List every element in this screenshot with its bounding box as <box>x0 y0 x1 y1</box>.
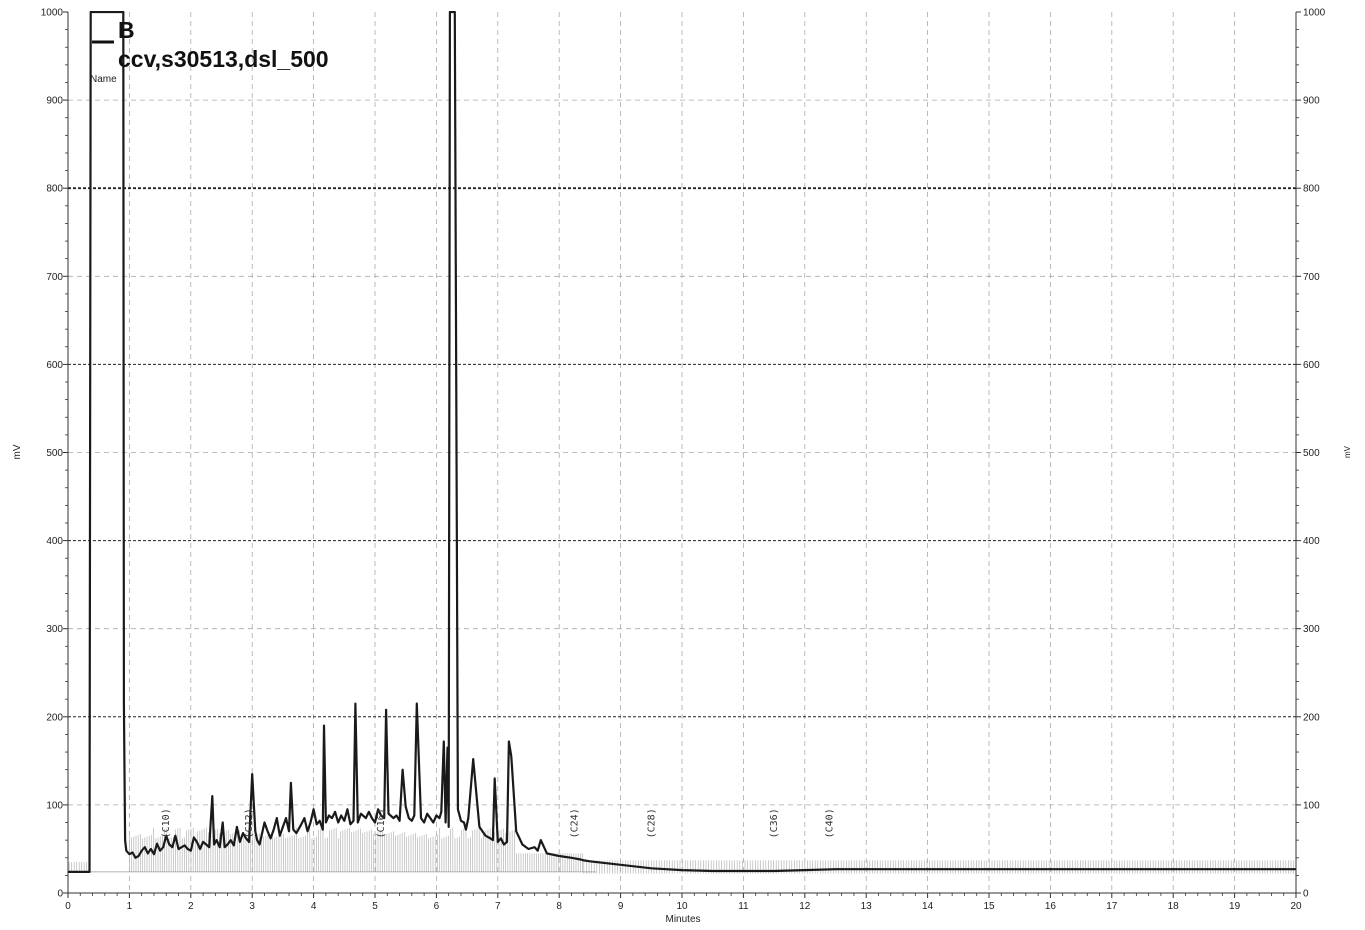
y-tick-label: 600 <box>46 360 63 371</box>
legend-series-name: ccv,s30513,dsl_500 <box>118 46 329 72</box>
y-tick-label: 300 <box>46 624 63 635</box>
y-tick-label: 400 <box>46 536 63 547</box>
y-tick-label: 700 <box>46 272 63 283</box>
chromatogram-series-line <box>68 11 1296 874</box>
x-tick-label: 18 <box>1168 901 1180 912</box>
y-tick-label: 100 <box>46 800 63 811</box>
x-tick-label: 1 <box>127 901 133 912</box>
x-tick-label: 6 <box>434 901 440 912</box>
y2-tick-label: 300 <box>1303 624 1320 635</box>
y2-tick-label: 400 <box>1303 536 1320 547</box>
y2-tick-label: 0 <box>1303 889 1309 900</box>
x-tick-label: 8 <box>556 901 562 912</box>
x-tick-label: 2 <box>188 901 194 912</box>
legend-letter: B <box>118 17 135 43</box>
y2-tick-label: 900 <box>1303 96 1320 107</box>
y2-tick-label: 800 <box>1303 184 1320 195</box>
x-tick-label: 7 <box>495 901 501 912</box>
x-axis-title: Minutes <box>665 914 700 925</box>
y-axis-ticks: 0 0 100 100 200 200 300 300 400 400 500 500 600 600 70… <box>41 8 1326 900</box>
y-tick-label: 500 <box>46 448 63 459</box>
y2-tick-label: 700 <box>1303 272 1320 283</box>
series-group <box>68 11 1296 874</box>
x-tick-label: 20 <box>1290 901 1302 912</box>
x-axis-ticks: 0 1 2 3 4 5 6 7 8 9 10 11 12 13 14 15 16 17 18 19 20 <box>65 893 1302 912</box>
x-tick-label: 10 <box>676 901 688 912</box>
x-tick-label: 15 <box>983 901 995 912</box>
integration-baseline-ticks <box>68 827 1294 874</box>
y2-tick-label: 500 <box>1303 448 1320 459</box>
grid-lines <box>68 12 1296 893</box>
legend: B ccv,s30513,dsl_500 Name <box>90 17 329 85</box>
x-tick-label: 9 <box>618 901 624 912</box>
peak-label: (C10) <box>161 808 172 838</box>
legend-name-caption: Name <box>90 74 117 85</box>
y-tick-label: 0 <box>57 889 63 900</box>
y2-tick-label: 1000 <box>1303 8 1326 19</box>
y-tick-label: 900 <box>46 96 63 107</box>
peak-label: (C12) <box>244 808 255 838</box>
y2-tick-label: 200 <box>1303 712 1320 723</box>
x-tick-label: 19 <box>1229 901 1241 912</box>
y2-tick-label: 100 <box>1303 800 1320 811</box>
x-tick-label: 13 <box>861 901 873 912</box>
x-tick-label: 0 <box>65 901 71 912</box>
peak-labels: (C10) (C12) (C16) (C24) (C28) (C36) (C40) <box>161 808 835 838</box>
peak-label: (C24) <box>570 808 581 838</box>
peak-label: (C16) <box>376 808 387 838</box>
peak-label: (C36) <box>769 808 780 838</box>
x-tick-label: 5 <box>372 901 378 912</box>
x-tick-label: 4 <box>311 901 317 912</box>
y-axis-title: mV <box>12 444 23 459</box>
x-tick-label: 16 <box>1045 901 1057 912</box>
y-tick-label: 800 <box>46 184 63 195</box>
y-tick-label: 200 <box>46 712 63 723</box>
x-tick-label: 17 <box>1106 901 1118 912</box>
y2-tick-label: 600 <box>1303 360 1320 371</box>
peak-label: (C40) <box>824 808 835 838</box>
x-tick-label: 11 <box>738 901 749 912</box>
y-tick-label: 1000 <box>41 8 64 19</box>
x-tick-label: 12 <box>799 901 811 912</box>
peak-label: (C28) <box>646 808 657 838</box>
x-tick-label: 14 <box>922 901 934 912</box>
x-tick-label: 3 <box>249 901 255 912</box>
y2-axis-title: mV <box>1343 445 1352 458</box>
baseline-hatch-path <box>68 827 1294 874</box>
